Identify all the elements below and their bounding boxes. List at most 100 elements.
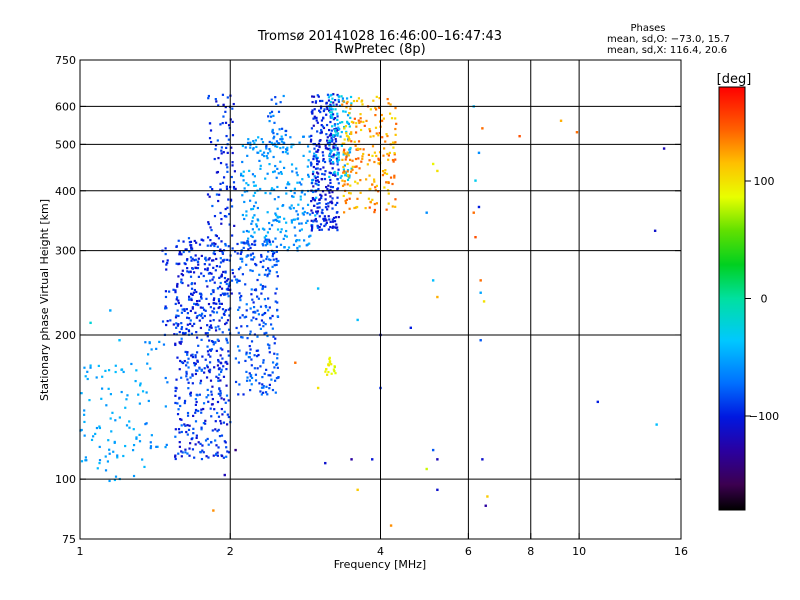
data-point xyxy=(178,441,181,444)
data-point xyxy=(252,301,255,304)
data-point xyxy=(98,425,101,428)
data-point xyxy=(315,150,318,153)
data-point xyxy=(213,408,216,411)
data-point xyxy=(135,436,138,439)
scatter-points xyxy=(79,93,666,527)
data-point xyxy=(348,158,352,161)
data-point xyxy=(180,418,183,421)
data-point xyxy=(262,386,265,389)
data-point xyxy=(218,285,222,288)
data-point xyxy=(223,258,226,261)
data-point xyxy=(288,206,291,209)
data-point xyxy=(215,375,218,378)
data-point xyxy=(245,309,248,312)
data-point xyxy=(325,219,328,222)
data-point xyxy=(268,383,271,386)
data-point xyxy=(275,376,279,380)
data-point xyxy=(261,242,264,246)
data-point xyxy=(250,208,253,211)
data-point xyxy=(178,262,181,265)
data-point xyxy=(227,350,230,353)
data-point xyxy=(180,376,183,379)
data-point xyxy=(321,125,325,128)
data-point xyxy=(324,170,327,173)
data-point xyxy=(313,108,316,111)
data-point xyxy=(316,183,319,186)
data-point xyxy=(183,308,186,311)
data-point xyxy=(180,424,183,427)
data-point xyxy=(349,192,352,195)
colorbar-tick-label: 0 xyxy=(761,293,768,306)
data-point xyxy=(200,411,203,414)
data-point xyxy=(303,239,306,242)
data-point xyxy=(344,199,347,203)
data-point xyxy=(389,103,392,106)
data-point xyxy=(210,393,213,396)
data-point xyxy=(194,311,197,314)
data-point xyxy=(338,128,341,131)
data-point xyxy=(332,118,335,121)
data-point xyxy=(250,258,253,261)
data-point xyxy=(209,244,212,247)
data-point xyxy=(195,400,198,404)
data-point xyxy=(191,307,194,310)
data-point xyxy=(343,183,346,186)
data-point xyxy=(243,190,246,193)
data-point xyxy=(266,273,269,276)
data-point xyxy=(190,248,193,251)
data-point xyxy=(242,246,245,250)
data-point xyxy=(327,202,330,205)
data-point xyxy=(302,135,305,138)
data-point xyxy=(223,293,226,296)
data-point xyxy=(248,372,251,375)
data-point xyxy=(199,442,202,445)
data-point xyxy=(330,113,333,117)
data-point xyxy=(247,138,250,141)
data-point xyxy=(177,452,180,455)
data-point xyxy=(349,95,353,99)
data-point xyxy=(215,265,219,268)
data-point xyxy=(147,353,150,356)
data-point xyxy=(231,268,234,272)
data-point xyxy=(353,117,356,120)
data-point xyxy=(271,388,275,392)
data-point xyxy=(238,279,241,282)
data-point xyxy=(394,141,397,144)
data-point xyxy=(214,242,217,246)
data-point xyxy=(283,217,286,220)
data-point xyxy=(253,214,256,217)
data-point xyxy=(200,457,204,461)
data-point xyxy=(164,307,167,310)
data-point xyxy=(312,157,315,161)
data-point xyxy=(147,399,150,403)
data-point xyxy=(330,107,333,110)
data-point xyxy=(343,170,346,173)
data-point xyxy=(224,270,227,273)
data-point xyxy=(213,214,217,218)
data-point xyxy=(184,448,187,451)
data-point xyxy=(209,324,213,327)
data-point xyxy=(346,162,349,166)
data-point xyxy=(334,133,338,136)
data-point xyxy=(353,206,356,210)
data-point xyxy=(200,426,203,429)
data-point xyxy=(225,446,228,449)
data-point xyxy=(241,260,244,263)
data-point xyxy=(212,290,215,294)
data-point xyxy=(268,272,271,275)
data-point xyxy=(181,451,184,454)
data-point xyxy=(227,399,230,402)
data-point xyxy=(302,154,305,157)
data-point xyxy=(269,243,272,246)
data-point xyxy=(250,358,253,361)
x-tick-label: 8 xyxy=(527,545,534,558)
data-point xyxy=(210,348,214,351)
data-point xyxy=(285,192,288,195)
data-point xyxy=(178,397,181,400)
data-point xyxy=(245,210,248,213)
data-point xyxy=(255,349,258,352)
data-point xyxy=(436,458,439,461)
data-point xyxy=(278,142,281,145)
data-point xyxy=(134,379,137,383)
data-point xyxy=(329,185,333,188)
